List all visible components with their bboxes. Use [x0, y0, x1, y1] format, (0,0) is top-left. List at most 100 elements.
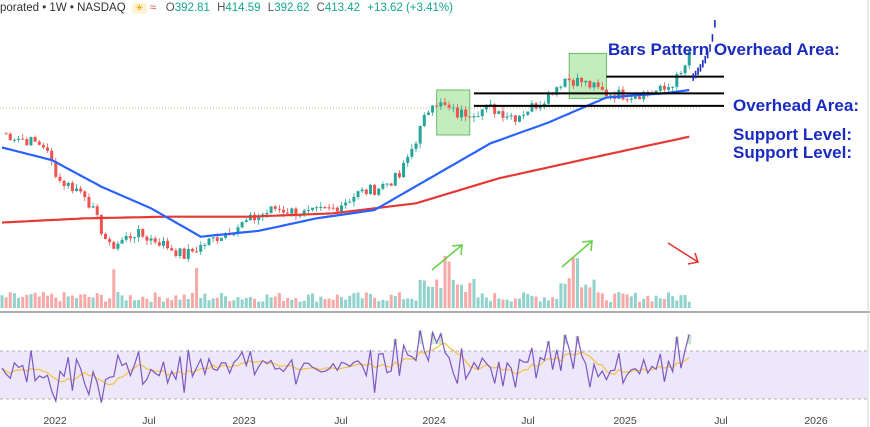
- volume-bar: [542, 297, 546, 308]
- candle-body: [174, 250, 178, 257]
- volume-bar: [455, 284, 459, 308]
- candle-body: [414, 143, 418, 149]
- green-arrow-icon: [561, 240, 593, 268]
- candle-body: [87, 197, 91, 208]
- volume-bar: [654, 295, 658, 308]
- volume-bar: [476, 297, 480, 308]
- volume-bar: [37, 296, 41, 308]
- candle-body: [124, 236, 128, 240]
- volume-bar: [389, 294, 393, 308]
- candle-body: [4, 133, 8, 135]
- volume-bar: [70, 295, 74, 308]
- volume-bar: [522, 292, 526, 308]
- candle-body: [480, 109, 484, 117]
- candle-body: [575, 77, 579, 86]
- candle-body: [190, 248, 194, 252]
- candle-body: [629, 98, 633, 100]
- volume-bar: [662, 299, 666, 308]
- volume-bar: [104, 301, 107, 308]
- candle-body: [687, 51, 691, 66]
- volume-bar: [431, 287, 435, 308]
- candle-body: [501, 111, 505, 118]
- low-value: 392.62: [274, 2, 310, 14]
- candle-body: [182, 248, 186, 259]
- candle-body: [431, 105, 435, 113]
- candle-body: [265, 212, 269, 215]
- candle-body: [298, 215, 302, 217]
- candle-body: [559, 86, 563, 88]
- candle-body: [273, 206, 277, 209]
- candle-body: [489, 104, 493, 106]
- volume-bar: [33, 292, 37, 308]
- volume-bar: [613, 293, 617, 308]
- volume-bar: [253, 298, 257, 308]
- candle-body: [66, 182, 70, 187]
- sun-icon[interactable]: ☀: [131, 3, 147, 14]
- candle-body: [546, 92, 550, 104]
- volume-bar: [95, 293, 99, 308]
- volume-bar: [46, 295, 50, 308]
- volume-bar: [592, 279, 596, 308]
- volume-bar: [530, 295, 534, 308]
- overhead-annotation: Overhead Area:: [733, 96, 859, 115]
- candle-body: [377, 188, 381, 195]
- volume-bar: [629, 296, 633, 308]
- candle-body: [323, 207, 327, 209]
- wave-icon[interactable]: ≈: [149, 2, 157, 14]
- volume-bar: [642, 298, 646, 308]
- candle-body: [335, 207, 339, 212]
- volume-bar: [679, 295, 683, 308]
- ticker-label[interactable]: porated • 1W • NASDAQ: [0, 2, 126, 14]
- volume-bars: [0, 255, 691, 308]
- volume-bar: [414, 300, 418, 308]
- x-axis-label: Jul: [714, 415, 727, 427]
- candle-body: [75, 188, 79, 192]
- trend-arrows: [431, 240, 700, 271]
- volume-bar: [112, 269, 116, 308]
- volume-bar: [132, 300, 136, 308]
- candle-body: [385, 183, 389, 185]
- volume-bar: [505, 299, 509, 308]
- volume-bar: [54, 297, 58, 308]
- volume-bar: [406, 298, 410, 308]
- candle-body: [393, 173, 397, 186]
- volume-bar: [596, 292, 600, 308]
- volume-bar: [153, 292, 157, 308]
- volume-bar: [244, 297, 248, 308]
- candle-body: [236, 227, 240, 234]
- candle-body: [62, 180, 66, 187]
- candle-body: [8, 133, 12, 141]
- volume-bar: [215, 297, 219, 308]
- volume-bar: [621, 293, 625, 308]
- volume-bar: [319, 296, 323, 308]
- volume-bar: [352, 293, 356, 308]
- candle-body: [364, 189, 368, 194]
- volume-bar: [294, 298, 298, 308]
- volume-bar: [571, 257, 575, 308]
- volume-bar: [0, 295, 4, 308]
- candle-body: [518, 115, 521, 122]
- volume-bar: [99, 294, 103, 308]
- volume-bar: [588, 287, 592, 308]
- volume-bar: [551, 297, 555, 308]
- rsi-overbought-fill: [430, 332, 435, 345]
- volume-bar: [265, 294, 269, 308]
- volume-bar: [422, 280, 426, 308]
- candle-body: [402, 162, 406, 178]
- volume-bar: [675, 300, 679, 308]
- volume-bar: [671, 296, 675, 308]
- candle-body: [282, 209, 286, 213]
- candle-body: [199, 245, 203, 252]
- candle-body: [588, 80, 592, 88]
- volume-bar: [137, 299, 141, 308]
- candle-body: [132, 237, 136, 239]
- volume-bar: [257, 301, 261, 308]
- volume-bar: [157, 296, 161, 308]
- candle-body: [497, 111, 501, 114]
- volume-bar: [50, 293, 54, 308]
- volume-bar: [282, 300, 286, 308]
- volume-bar: [493, 293, 497, 308]
- candle-body: [178, 248, 182, 257]
- candle-body: [339, 205, 343, 212]
- volume-bar: [418, 279, 422, 308]
